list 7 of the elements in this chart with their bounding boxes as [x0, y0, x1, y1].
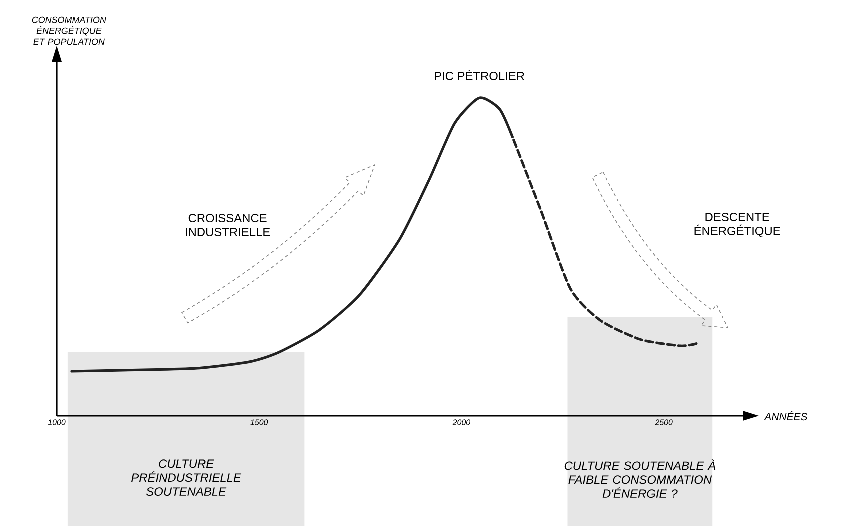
band-label: CULTURE SOUTENABLE À FAIBLE CONSOMMATION D'ÉNERGIE ?: [564, 460, 716, 498]
annotation: PIC PÉTROLIER: [435, 70, 524, 80]
band-label: CULTURE PRÉINDUSTRIELLE SOUTENABLE: [132, 460, 242, 496]
annotation: DESCENTE ÉNERGÉTIQUE: [694, 212, 780, 238]
annotation: CROISSANCE INDUSTRIELLE: [186, 214, 270, 236]
x-axis-title: ANNÉES: [764, 411, 808, 421]
text: CONSOMMATION ÉNERGÉTIQUE ET POPULATION: [32, 16, 106, 46]
